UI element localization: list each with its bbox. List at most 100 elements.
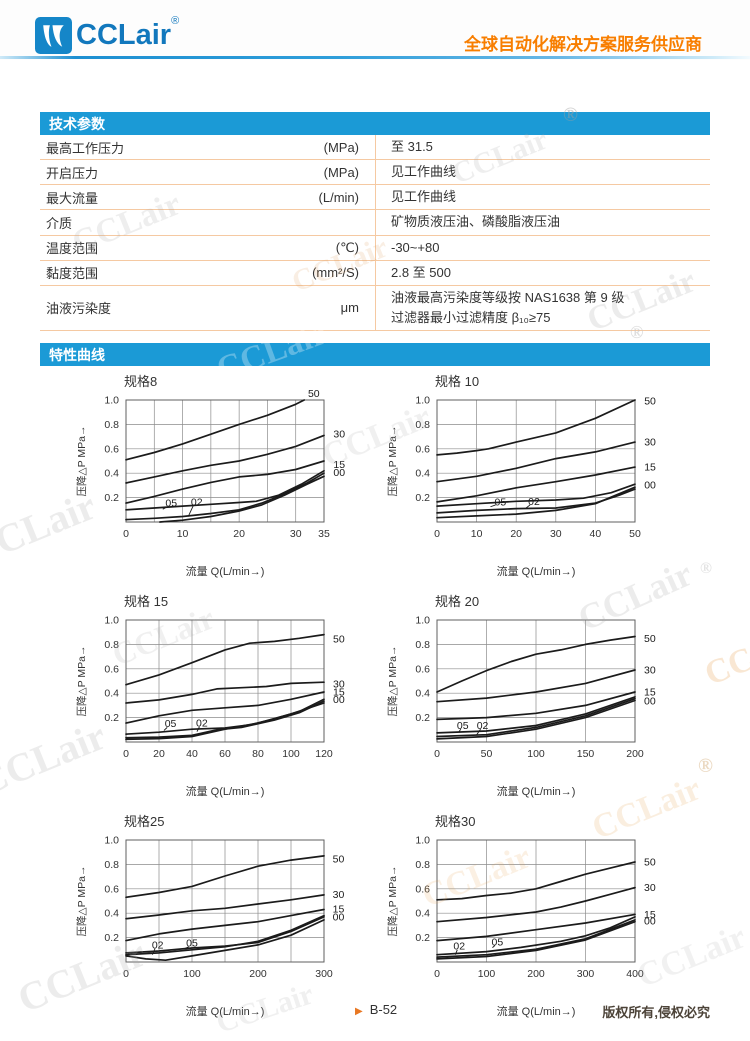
svg-text:10: 10 <box>471 528 483 540</box>
curve-label-15: 15 <box>644 909 656 921</box>
y-axis-label: 压降△P MPa→ <box>75 426 88 497</box>
y-axis-label: 压降△P MPa→ <box>75 866 88 937</box>
svg-text:40: 40 <box>590 528 602 540</box>
y-axis-label: 压降△P MPa→ <box>386 866 399 937</box>
svg-text:60: 60 <box>219 748 231 760</box>
curve-label-00: 00 <box>644 916 656 928</box>
curve-00 <box>125 702 325 741</box>
x-axis-label: 流量 Q(L/min→) <box>497 1004 576 1018</box>
svg-text:0: 0 <box>123 968 129 980</box>
svg-text:20: 20 <box>233 528 245 540</box>
svg-text:0.2: 0.2 <box>415 712 430 724</box>
curve-label-05: 05 <box>165 718 177 730</box>
curve-label-02: 02 <box>477 720 489 732</box>
x-axis-label: 流量 Q(L/min→) <box>497 564 576 578</box>
y-axis-label: 压降△P MPa→ <box>386 646 399 717</box>
svg-text:0.4: 0.4 <box>104 468 119 480</box>
curve-label-05: 05 <box>186 938 198 950</box>
curve-label-50: 50 <box>333 854 345 866</box>
curve-label-15: 15 <box>644 462 656 474</box>
svg-text:1.0: 1.0 <box>415 395 430 407</box>
header-slogan: 全球自动化解决方案服务供应商 <box>464 35 702 54</box>
param-value: -30~+80 <box>391 239 440 255</box>
param-value: 油液最高污染度等级按 NAS1638 第 9 级过滤器最小过滤精度 β₁₀≥75 <box>391 289 625 325</box>
param-value: 2.8 至 500 <box>391 264 451 280</box>
svg-text:40: 40 <box>186 748 198 760</box>
svg-text:400: 400 <box>626 968 644 980</box>
footer-copyright: 版权所有,侵权必究 <box>602 1005 710 1020</box>
curve-label-15: 15 <box>644 687 656 699</box>
svg-text:0.8: 0.8 <box>104 419 119 431</box>
svg-text:1.0: 1.0 <box>415 615 430 627</box>
svg-text:20: 20 <box>510 528 522 540</box>
logo-swoosh-icon <box>35 17 72 54</box>
curve-50 <box>125 399 306 461</box>
curve-label-30: 30 <box>644 665 656 677</box>
svg-text:0.4: 0.4 <box>104 908 119 920</box>
page-number: B-52 <box>369 1002 398 1017</box>
param-name: 温度范围 <box>46 241 99 257</box>
svg-text:0.8: 0.8 <box>104 639 119 651</box>
curve-30 <box>436 441 636 483</box>
curve-label-30: 30 <box>333 679 345 691</box>
curve-02 <box>436 488 636 514</box>
curve-label-02: 02 <box>152 940 164 952</box>
svg-text:0.2: 0.2 <box>415 492 430 504</box>
curve-02 <box>125 472 325 521</box>
curve-label-02: 02 <box>191 496 203 508</box>
svg-text:0.4: 0.4 <box>415 688 430 700</box>
curve-label-50: 50 <box>644 396 656 408</box>
svg-text:0.8: 0.8 <box>415 639 430 651</box>
footer-page-number: ▶ B-52 <box>355 1002 397 1017</box>
page-header: CCLair® 全球自动化解决方案服务供应商 <box>0 0 750 60</box>
svg-text:35: 35 <box>318 528 330 540</box>
curve-label-15: 15 <box>333 459 345 471</box>
param-unit: (MPa) <box>323 139 359 155</box>
curve-00 <box>159 475 325 523</box>
svg-text:0.2: 0.2 <box>104 932 119 944</box>
param-name: 最高工作压力 <box>46 140 125 156</box>
chart-title: 规格30 <box>435 814 476 830</box>
y-axis-label: 压降△P MPa→ <box>75 646 88 717</box>
svg-text:0: 0 <box>434 528 440 540</box>
curve-05 <box>436 483 636 508</box>
curve-50 <box>125 855 325 899</box>
curve-02 <box>436 697 636 738</box>
curve-15 <box>125 908 325 942</box>
curve-label-00: 00 <box>644 479 656 491</box>
curve-label-00: 00 <box>333 467 345 479</box>
curve-label-05: 05 <box>165 498 177 510</box>
curve-50 <box>125 633 325 686</box>
param-value: 至 31.5 <box>391 139 433 154</box>
svg-text:100: 100 <box>282 748 300 760</box>
svg-text:0.6: 0.6 <box>415 443 430 455</box>
chart-svg: 0.2 0.4 0.6 0.8 1.0 0 10 20 30 40 50 流量 Q(L/min→) 压降… <box>386 395 656 579</box>
curve-30 <box>125 894 325 920</box>
svg-text:0.8: 0.8 <box>415 419 430 431</box>
curve-label-30: 30 <box>333 889 345 901</box>
param-value: 见工作曲线 <box>391 164 457 180</box>
curve-05 <box>125 470 325 511</box>
svg-text:0: 0 <box>434 748 440 760</box>
curve-15 <box>436 466 636 503</box>
curve-15 <box>436 913 636 942</box>
svg-text:80: 80 <box>252 748 264 760</box>
curve-label-50: 50 <box>308 388 320 400</box>
param-name: 开启压力 <box>46 165 99 181</box>
tech-params-table: 最高工作压力 (MPa) 至 31.5 开启压力 (MPa) 见工作曲线 最大流量 (L/mi… <box>40 135 710 332</box>
chart-cell: 规格25 0.2 0.4 0.6 0.8 1.0 0 100 200 300 流量 Q(L/min→… <box>40 809 375 1019</box>
curve-label-15: 15 <box>333 904 345 916</box>
param-unit: (mm²/S) <box>312 265 359 281</box>
chart-svg: 0.2 0.4 0.6 0.8 1.0 0 100 200 300 流量 Q(L/min→) 压降△… <box>75 835 345 1019</box>
param-name: 介质 <box>46 215 73 231</box>
curve-50 <box>436 399 636 456</box>
svg-text:120: 120 <box>315 748 333 760</box>
curve-00 <box>436 486 636 519</box>
svg-text:200: 200 <box>527 968 545 980</box>
table-row: 开启压力 (MPa) 见工作曲线 <box>40 160 710 186</box>
svg-text:0.4: 0.4 <box>104 688 119 700</box>
chart-svg: 0.2 0.4 0.6 0.8 1.0 0 10 20 30 35 流量 Q(L/min→) 压降△P… <box>75 388 345 578</box>
param-unit: μm <box>340 300 359 316</box>
characteristic-curves-grid: 规格8 0.2 0.4 0.6 0.8 1.0 0 10 20 30 35 流量 Q(L/min→) 压… <box>40 369 710 1019</box>
curve-50 <box>436 861 636 901</box>
